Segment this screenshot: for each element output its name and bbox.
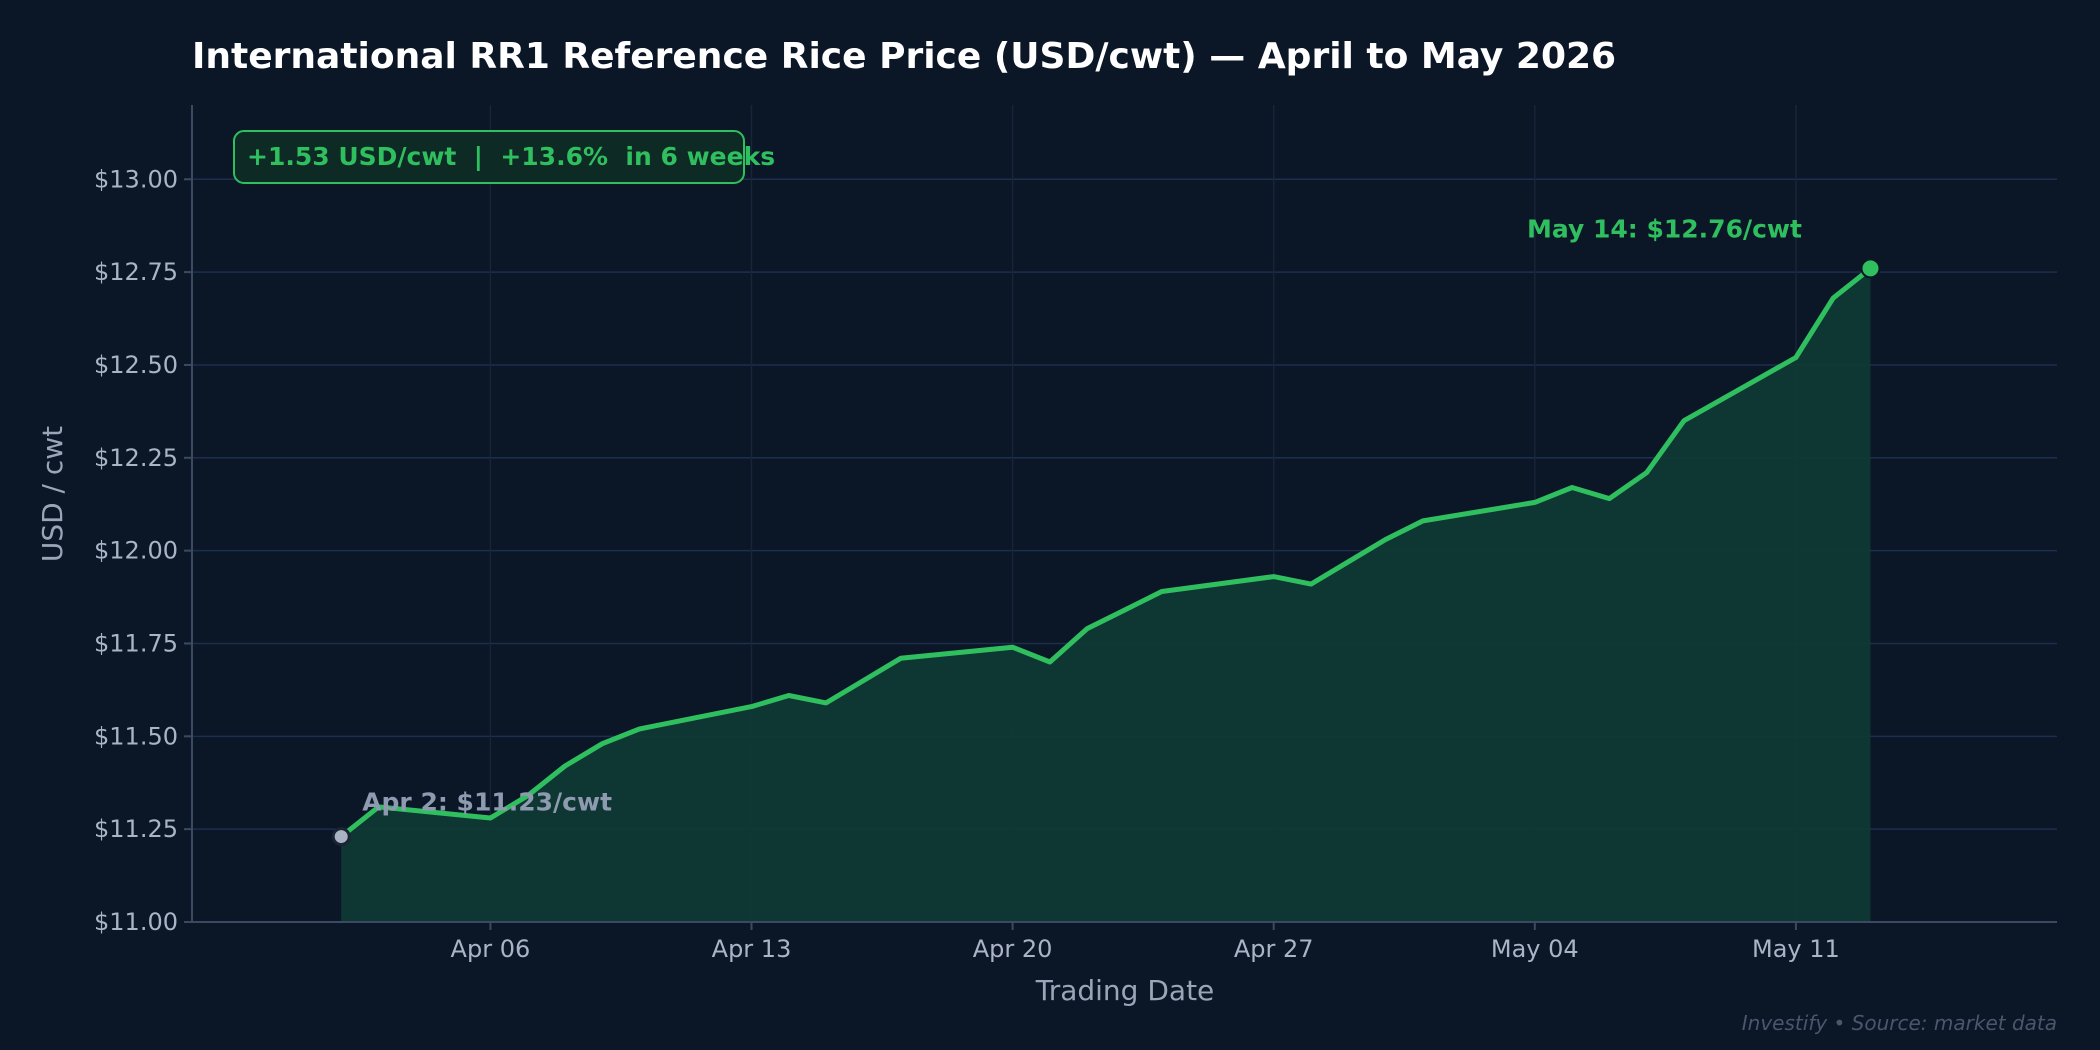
y-tick-label: $12.75: [94, 258, 178, 286]
end-annotation: May 14: $12.76/cwt: [1527, 214, 1802, 243]
y-tick-label: $13.00: [94, 165, 178, 193]
x-tick-label: Apr 27: [1234, 935, 1314, 963]
x-axis-label: Trading Date: [1035, 974, 1215, 1007]
x-axis: Apr 06 Apr 13 Apr 20 Apr 27 May 04 May 11: [451, 922, 1840, 963]
y-axis-label: USD / cwt: [36, 426, 69, 562]
chart-title: International RR1 Reference Rice Price (…: [192, 36, 1616, 77]
y-tick-label: $12.50: [94, 351, 178, 379]
x-tick-label: May 04: [1491, 935, 1579, 963]
y-tick-label: $11.00: [94, 908, 178, 936]
y-tick-label: $11.25: [94, 815, 178, 843]
price-points: [331, 258, 1881, 847]
annotations: +1.53 USD/cwt | +13.6% in 6 weeks Apr 2:…: [233, 130, 1802, 817]
x-tick-label: May 11: [1752, 935, 1840, 963]
x-tick-label: Apr 20: [973, 935, 1053, 963]
x-tick-label: Apr 13: [712, 935, 792, 963]
footer-credit: Investify • Source: market data: [1742, 1011, 2057, 1035]
start-point-marker: [331, 827, 351, 847]
y-tick-label: $12.00: [94, 537, 178, 565]
summary-box: [233, 130, 745, 184]
price-area: [341, 268, 1871, 922]
y-axis: $11.00 $11.25 $11.50 $11.75 $12.00 $12.25 $12.…: [94, 165, 192, 936]
end-point-marker: [1860, 258, 1881, 279]
y-tick-label: $11.50: [94, 722, 178, 750]
price-line: [338, 265, 1873, 840]
y-tick-label: $11.75: [94, 629, 178, 657]
x-tick-label: Apr 06: [451, 935, 531, 963]
summary-text: +1.53 USD/cwt | +13.6% in 6 weeks: [247, 142, 775, 171]
start-annotation: Apr 2: $11.23/cwt: [362, 788, 612, 817]
y-tick-label: $12.25: [94, 444, 178, 472]
